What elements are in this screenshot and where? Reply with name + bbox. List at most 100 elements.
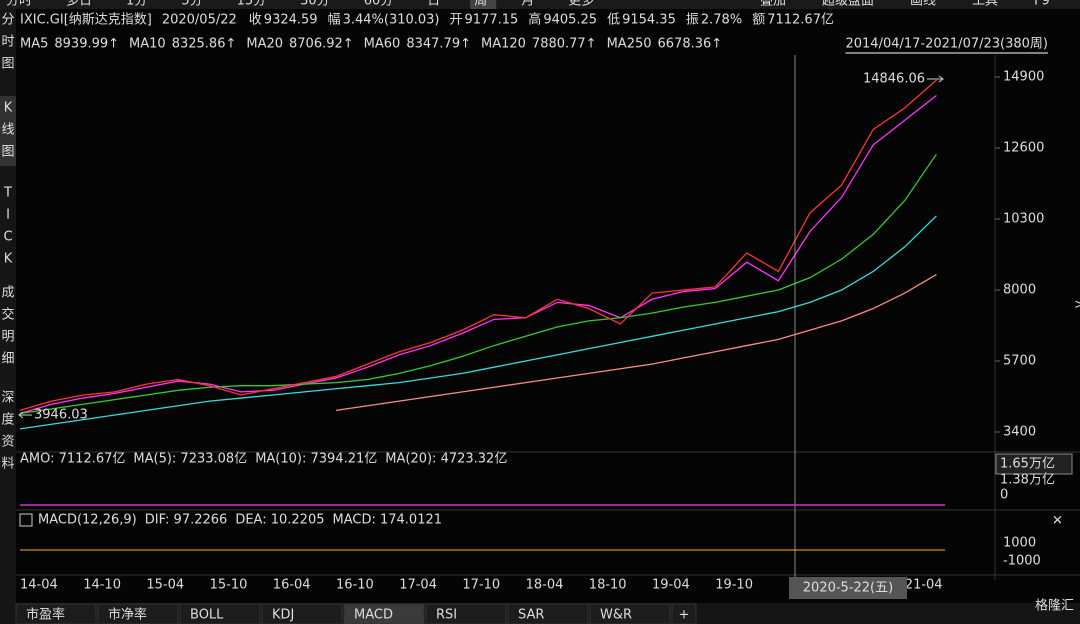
ma-name: MA120 [481, 37, 526, 52]
quote-value: 9177.15 [465, 13, 519, 28]
toolbar-item[interactable]: 60分 [364, 0, 394, 9]
toolbar-item[interactable]: 多日 [66, 0, 92, 9]
tab-label[interactable]: 市净率 [108, 607, 147, 623]
toolbar-item[interactable]: 超级盘面 [822, 0, 874, 9]
tab-label[interactable]: BOLL [190, 608, 224, 623]
close-button[interactable]: ✕ [1052, 514, 1063, 529]
toolbar-item[interactable]: 1分 [126, 0, 147, 9]
toolbar-item[interactable]: 叠加 [760, 0, 786, 9]
toolbar-item[interactable]: 画线 [910, 0, 936, 9]
quote-value: 7112.67亿 [767, 13, 834, 28]
sidebar-char[interactable]: T [3, 186, 12, 201]
quote-label: 开 [450, 13, 463, 28]
toolbar-item[interactable]: 15分 [237, 0, 267, 9]
toolbar-item[interactable]: 更多 [568, 0, 594, 9]
ma-name: MA20 [246, 37, 283, 52]
toolbar-item[interactable]: 30分 [300, 0, 330, 9]
cursor-box [789, 577, 907, 599]
sidebar-char[interactable]: 深 [1, 391, 14, 406]
volume-axis-box [995, 453, 1073, 475]
macd-label: DIF: 97.2266 [145, 513, 228, 528]
sidebar-char[interactable]: K [4, 252, 13, 267]
ma-value: 8325.86↑ [172, 37, 237, 52]
quote-label: 振 [686, 13, 699, 28]
tab-label[interactable]: 市盈率 [26, 607, 65, 623]
x-tick-label: 14-04 [20, 578, 58, 593]
ma-value: 8706.92↑ [289, 37, 354, 52]
y-tick-label: 5700 [1003, 354, 1036, 369]
sidebar-char[interactable]: 图 [1, 57, 14, 72]
tab[interactable] [261, 603, 343, 624]
sidebar-char[interactable]: 时 [1, 35, 14, 50]
x-tick-label: 14-10 [83, 578, 121, 593]
tab-selected [470, 0, 497, 9]
sidebar-char[interactable]: 细 [1, 352, 14, 367]
sidebar-char[interactable]: 线 [1, 123, 14, 138]
expand-arrow[interactable]: > [1074, 298, 1080, 313]
price-line [19, 79, 937, 412]
quote-label: 低 [607, 13, 620, 28]
toolbar-item[interactable]: 分时 [6, 0, 32, 9]
tab-label[interactable]: MACD [354, 608, 393, 623]
x-tick-label: 19-10 [715, 578, 753, 593]
quote-value: 3.44%(310.03) [343, 13, 440, 28]
x-tick-label: 15-10 [210, 578, 248, 593]
ma-name: MA10 [129, 37, 166, 52]
tab-label[interactable]: + [679, 608, 690, 623]
sidebar-char[interactable]: 资 [1, 435, 14, 450]
tab[interactable] [425, 603, 507, 624]
x-tick-label: 18-04 [526, 578, 564, 593]
low-label: 3946.03 [34, 408, 88, 423]
quote-value: 9324.59 [264, 13, 318, 28]
tab[interactable] [179, 603, 261, 624]
sidebar-char[interactable]: K [4, 101, 13, 116]
sidebar-char[interactable]: 交 [1, 307, 14, 323]
sidebar-char[interactable]: I [6, 208, 10, 223]
x-tick-label: 18-10 [589, 578, 627, 593]
x-tick-label: 16-10 [336, 578, 374, 593]
tab[interactable] [671, 603, 697, 624]
toolbar-item[interactable]: F9 [1034, 0, 1050, 9]
volume-label: AMO: 7112.67亿 [20, 452, 125, 467]
toolbar-item[interactable]: 5分 [181, 0, 202, 9]
quote-value: 9154.35 [622, 13, 676, 28]
sidebar-selected [0, 96, 16, 166]
sidebar-char[interactable]: 度 [1, 412, 14, 428]
toolbar-item[interactable]: 月 [521, 0, 534, 9]
tab[interactable] [343, 603, 425, 624]
tab-label[interactable]: RSI [436, 608, 457, 623]
tab[interactable] [15, 603, 97, 624]
x-tick-label: 17-04 [399, 578, 437, 593]
volume-axis: 0 [1000, 488, 1008, 503]
toolbar-item[interactable]: 工具 [972, 0, 998, 9]
toolbar-item[interactable]: 日 [427, 0, 440, 9]
ma-line [19, 215, 937, 430]
sidebar-char[interactable]: 图 [1, 145, 14, 160]
toolbar-item[interactable]: 周 [474, 0, 487, 9]
y-tick-label: 10300 [1003, 212, 1044, 227]
macd-label: DEA: 10.2205 [235, 513, 324, 528]
volume-axis: 1.65万亿 [1000, 457, 1055, 472]
quote-value: 9405.25 [543, 13, 597, 28]
sidebar-char[interactable]: 明 [1, 330, 14, 345]
ma-name: MA60 [364, 37, 401, 52]
ma-value: 6678.36↑ [658, 37, 723, 52]
macd-label: MACD(12,26,9) [38, 513, 137, 528]
date: 2020/05/22 [162, 13, 237, 28]
tab-label[interactable]: SAR [518, 608, 544, 623]
tab[interactable] [507, 603, 589, 624]
tab-label[interactable]: KDJ [272, 608, 294, 623]
sidebar-char[interactable]: C [3, 230, 12, 245]
sidebar-char[interactable]: 分 [1, 13, 14, 28]
sidebar-char[interactable]: 成 [1, 286, 14, 301]
symbol: IXIC.GI[纳斯达克指数] [20, 13, 152, 28]
sidebar-char[interactable]: 料 [1, 457, 14, 472]
quote-label: 幅 [328, 13, 341, 28]
high-label: 14846.06 [863, 72, 925, 87]
tab[interactable] [589, 603, 671, 624]
ma-name: MA250 [607, 37, 652, 52]
tab[interactable] [97, 603, 179, 624]
tab-label[interactable]: W&R [600, 608, 632, 623]
